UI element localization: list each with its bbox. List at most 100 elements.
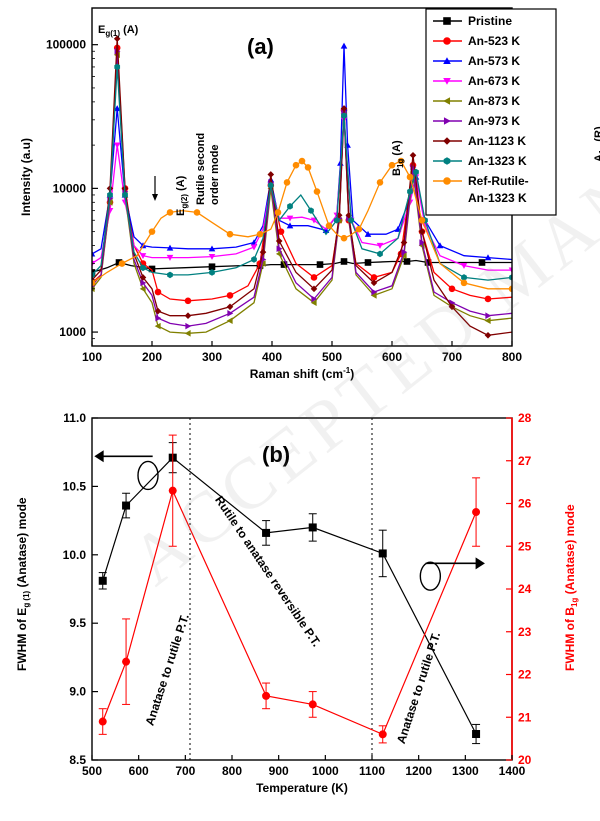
y-tick-label: 10000 xyxy=(53,181,87,195)
x-tick-label: 1000 xyxy=(312,764,339,778)
data-point xyxy=(92,271,95,279)
data-point xyxy=(92,279,96,287)
data-point xyxy=(277,228,285,235)
data-point xyxy=(308,207,314,214)
y-left-tick-label: 11.0 xyxy=(63,411,86,425)
data-point xyxy=(208,263,216,271)
data-point xyxy=(407,188,413,195)
data-point xyxy=(107,191,113,199)
data-point xyxy=(154,322,161,330)
data-point xyxy=(276,245,283,253)
panel-label-a: (a) xyxy=(247,34,274,59)
x-tick-label: 1200 xyxy=(405,764,432,778)
x-tick-label: 800 xyxy=(222,764,242,778)
data-point xyxy=(114,63,121,71)
x-tick-label: 1100 xyxy=(359,764,385,778)
panel-a: 100 200 300 400 500 600 700 800 1000 10000 100000 R… xyxy=(19,7,600,381)
data-point xyxy=(139,285,146,293)
axis-arrow-right xyxy=(419,557,485,591)
panel-label-b: (b) xyxy=(262,442,290,467)
arrow-eg2-head xyxy=(152,194,158,201)
data-point xyxy=(340,234,348,242)
y-right-tick-label: 21 xyxy=(518,710,532,724)
data-point xyxy=(419,239,426,246)
legend-label: An-1123 K xyxy=(468,134,526,148)
annotation-anatase-to-rutile-1: Anatase to rutile P.T. xyxy=(143,612,192,727)
y-left-tick-label: 10.0 xyxy=(63,548,87,562)
data-point xyxy=(484,317,491,324)
legend-item: An-1123 K xyxy=(433,134,526,148)
x-tick-label: 800 xyxy=(502,350,522,364)
x-tick-label: 1400 xyxy=(499,764,526,778)
plot-area-a xyxy=(92,35,512,339)
legend-marker xyxy=(443,177,451,185)
y-left-tick-label: 10.5 xyxy=(63,479,87,493)
legend-label: An-523 K xyxy=(468,34,520,48)
legend-marker xyxy=(443,37,451,45)
axis-indicator-ellipse xyxy=(137,460,159,491)
y-left-tick-label: 9.0 xyxy=(69,685,86,699)
arrow-head xyxy=(94,450,104,463)
data-point xyxy=(340,258,348,265)
data-point xyxy=(155,314,162,322)
data-point xyxy=(370,292,377,299)
legend-item: An-973 K xyxy=(433,114,520,128)
data-point xyxy=(259,248,267,256)
data-point xyxy=(311,295,318,303)
legend-marker xyxy=(443,117,451,125)
axis-indicator-ellipse xyxy=(419,561,442,591)
legend-marker xyxy=(443,97,451,105)
legend-label: An-673 K xyxy=(468,74,520,88)
data-point xyxy=(472,508,481,517)
series-ref-rutile- xyxy=(92,157,512,293)
y-tick-label: 1000 xyxy=(59,325,86,339)
annotation-rutile-second: Rutile second xyxy=(195,133,207,205)
data-point xyxy=(267,171,275,178)
data-point xyxy=(262,691,271,700)
data-point xyxy=(308,700,317,709)
data-point xyxy=(364,230,372,237)
legend-item: An-1323 K xyxy=(433,154,527,168)
data-point xyxy=(292,161,300,169)
data-point xyxy=(424,259,432,266)
data-point xyxy=(485,312,492,320)
data-point xyxy=(287,203,293,210)
data-point xyxy=(208,245,216,252)
data-point xyxy=(406,173,414,181)
data-point xyxy=(400,252,407,260)
data-point xyxy=(286,215,294,222)
data-point xyxy=(193,209,201,216)
y-right-tick-label: 22 xyxy=(518,668,532,682)
data-point xyxy=(122,501,131,510)
x-axis-label: Raman shift (cm-1) xyxy=(250,366,354,381)
data-point xyxy=(140,264,146,272)
data-point xyxy=(341,112,347,120)
y-right-tick-label: 20 xyxy=(518,753,532,767)
x-tick-label: 1300 xyxy=(452,764,479,778)
data-point xyxy=(304,164,312,171)
data-point xyxy=(275,237,283,245)
y-right-tick-label: 28 xyxy=(518,411,532,425)
x-tick-label: 100 xyxy=(82,350,102,364)
legend-item: An-573 K xyxy=(433,54,520,68)
data-point xyxy=(113,35,121,43)
y-right-tick-label: 26 xyxy=(518,497,532,511)
x-tick-label: 700 xyxy=(175,764,195,778)
data-point xyxy=(345,211,353,219)
data-point xyxy=(166,244,174,251)
data-point xyxy=(335,211,343,219)
data-point xyxy=(340,42,348,49)
data-point xyxy=(340,105,348,112)
data-point xyxy=(418,228,426,235)
data-point xyxy=(139,274,147,281)
data-point xyxy=(185,322,192,330)
y-right-tick-label: 23 xyxy=(518,625,532,639)
data-point xyxy=(472,730,481,739)
data-point xyxy=(371,288,378,296)
data-point xyxy=(283,179,291,186)
data-point xyxy=(166,209,174,216)
data-point xyxy=(168,486,177,495)
data-point xyxy=(460,279,468,287)
data-point xyxy=(448,303,456,311)
legend-item: An-873 K xyxy=(433,94,520,108)
